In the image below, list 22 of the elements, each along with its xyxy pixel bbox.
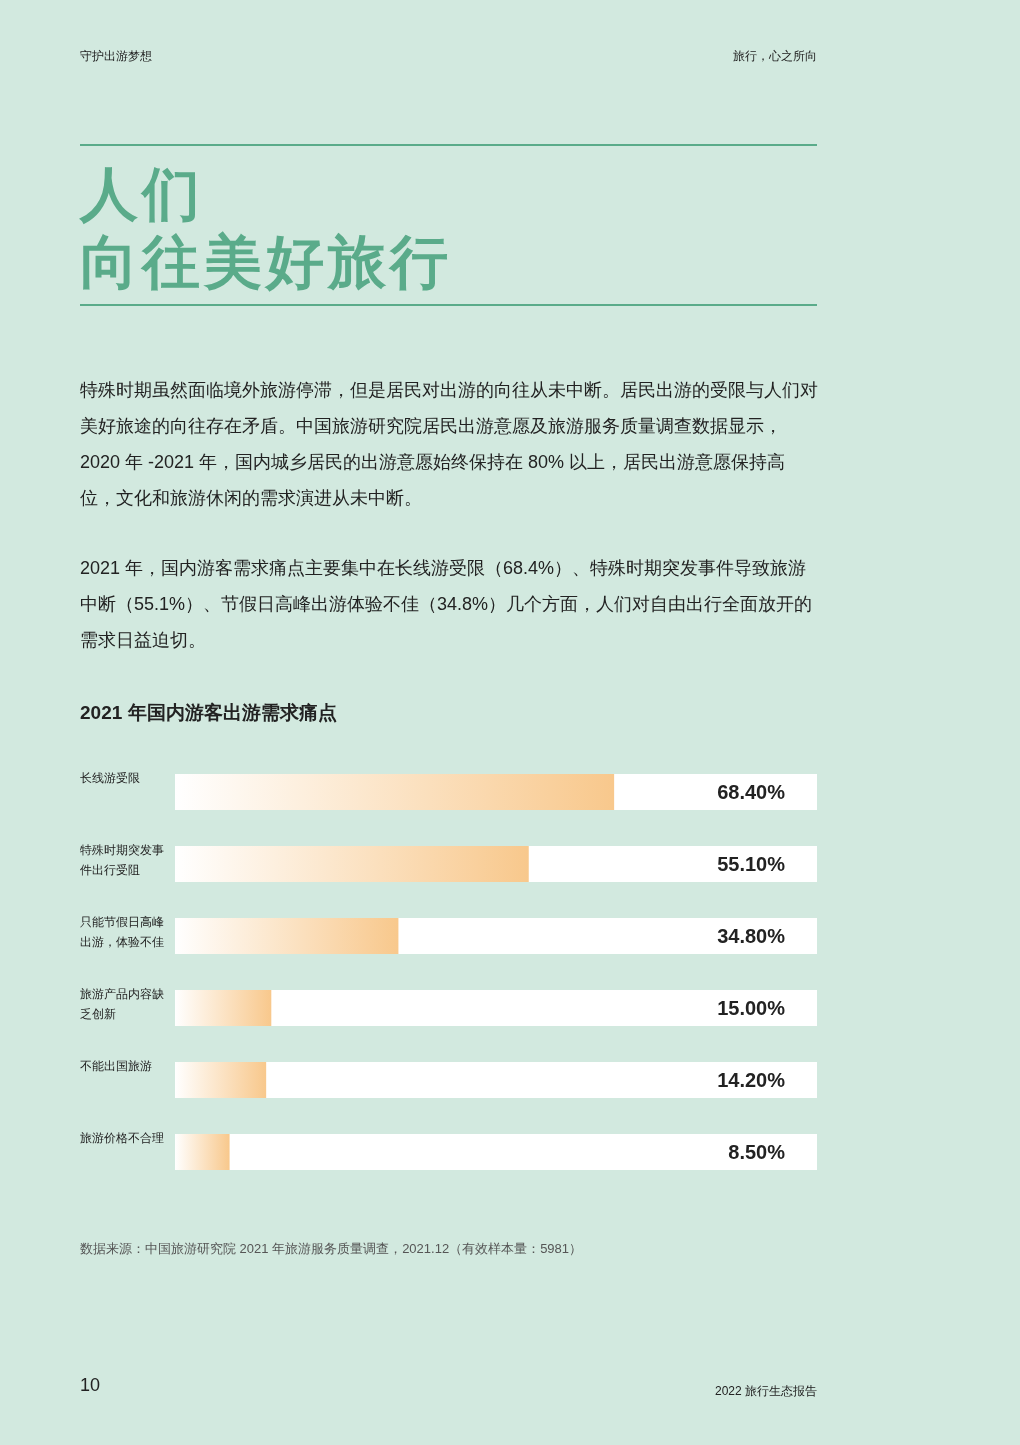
text: 旅行，心之所向	[733, 48, 817, 65]
y-tick-label: 旅游产品内容缺乏创新	[80, 986, 165, 1023]
data-label: 8.50%	[728, 1141, 786, 1163]
source-note: 数据来源：中国旅游研究院 2021 年旅游服务质量调查，2021.12（有效样本量：5981）	[80, 1240, 583, 1258]
y-tick-label: 只能节假日高峰出游，体验不佳	[80, 914, 165, 951]
text: 人们	[80, 160, 204, 228]
data-label: 68.40%	[717, 781, 786, 803]
y-tick-label: 特殊时期突发事件出行受阻	[80, 842, 165, 879]
data-label: 14.20%	[717, 1069, 786, 1091]
text: 向往美好旅行	[80, 228, 452, 296]
text: 10	[80, 1375, 101, 1396]
text: 2021 年，国内游客需求痛点主要集中在长线游受限（68.4%）、特殊时期突发事件导致旅游中断（55.1%）、节假日高峰出游体验不佳（34.8%）几个方面，人们对自由出行全面放开的需求日益迫切。	[80, 557, 814, 652]
data-label: 15.00%	[717, 997, 786, 1019]
text: 特殊时期虽然面临境外旅游停滞，但是居民对出游的向往从未中断。居民出游的受限与人们对美好旅途的向往存在矛盾。中国旅游研究院居民出游意愿及旅游服务质量调查数据显示，2020 年 -2021 年，国内城乡居民的出游意愿始终保持在 80% 以上，居民出游意愿保持高位，文化和旅游休闲的需求演进从未中断。	[80, 379, 819, 510]
data-label: 34.80%	[717, 925, 786, 947]
text: 守护出游梦想	[80, 48, 152, 65]
data-label: 55.10%	[717, 853, 786, 875]
y-tick-label: 旅游价格不合理	[80, 1130, 165, 1147]
y-tick-label: 长线游受限	[80, 770, 141, 787]
y-tick-label: 不能出国旅游	[80, 1058, 153, 1075]
text: 2022 旅行生态报告	[714, 1383, 817, 1400]
chart-title: 2021 年国内游客出游需求痛点	[80, 701, 337, 725]
